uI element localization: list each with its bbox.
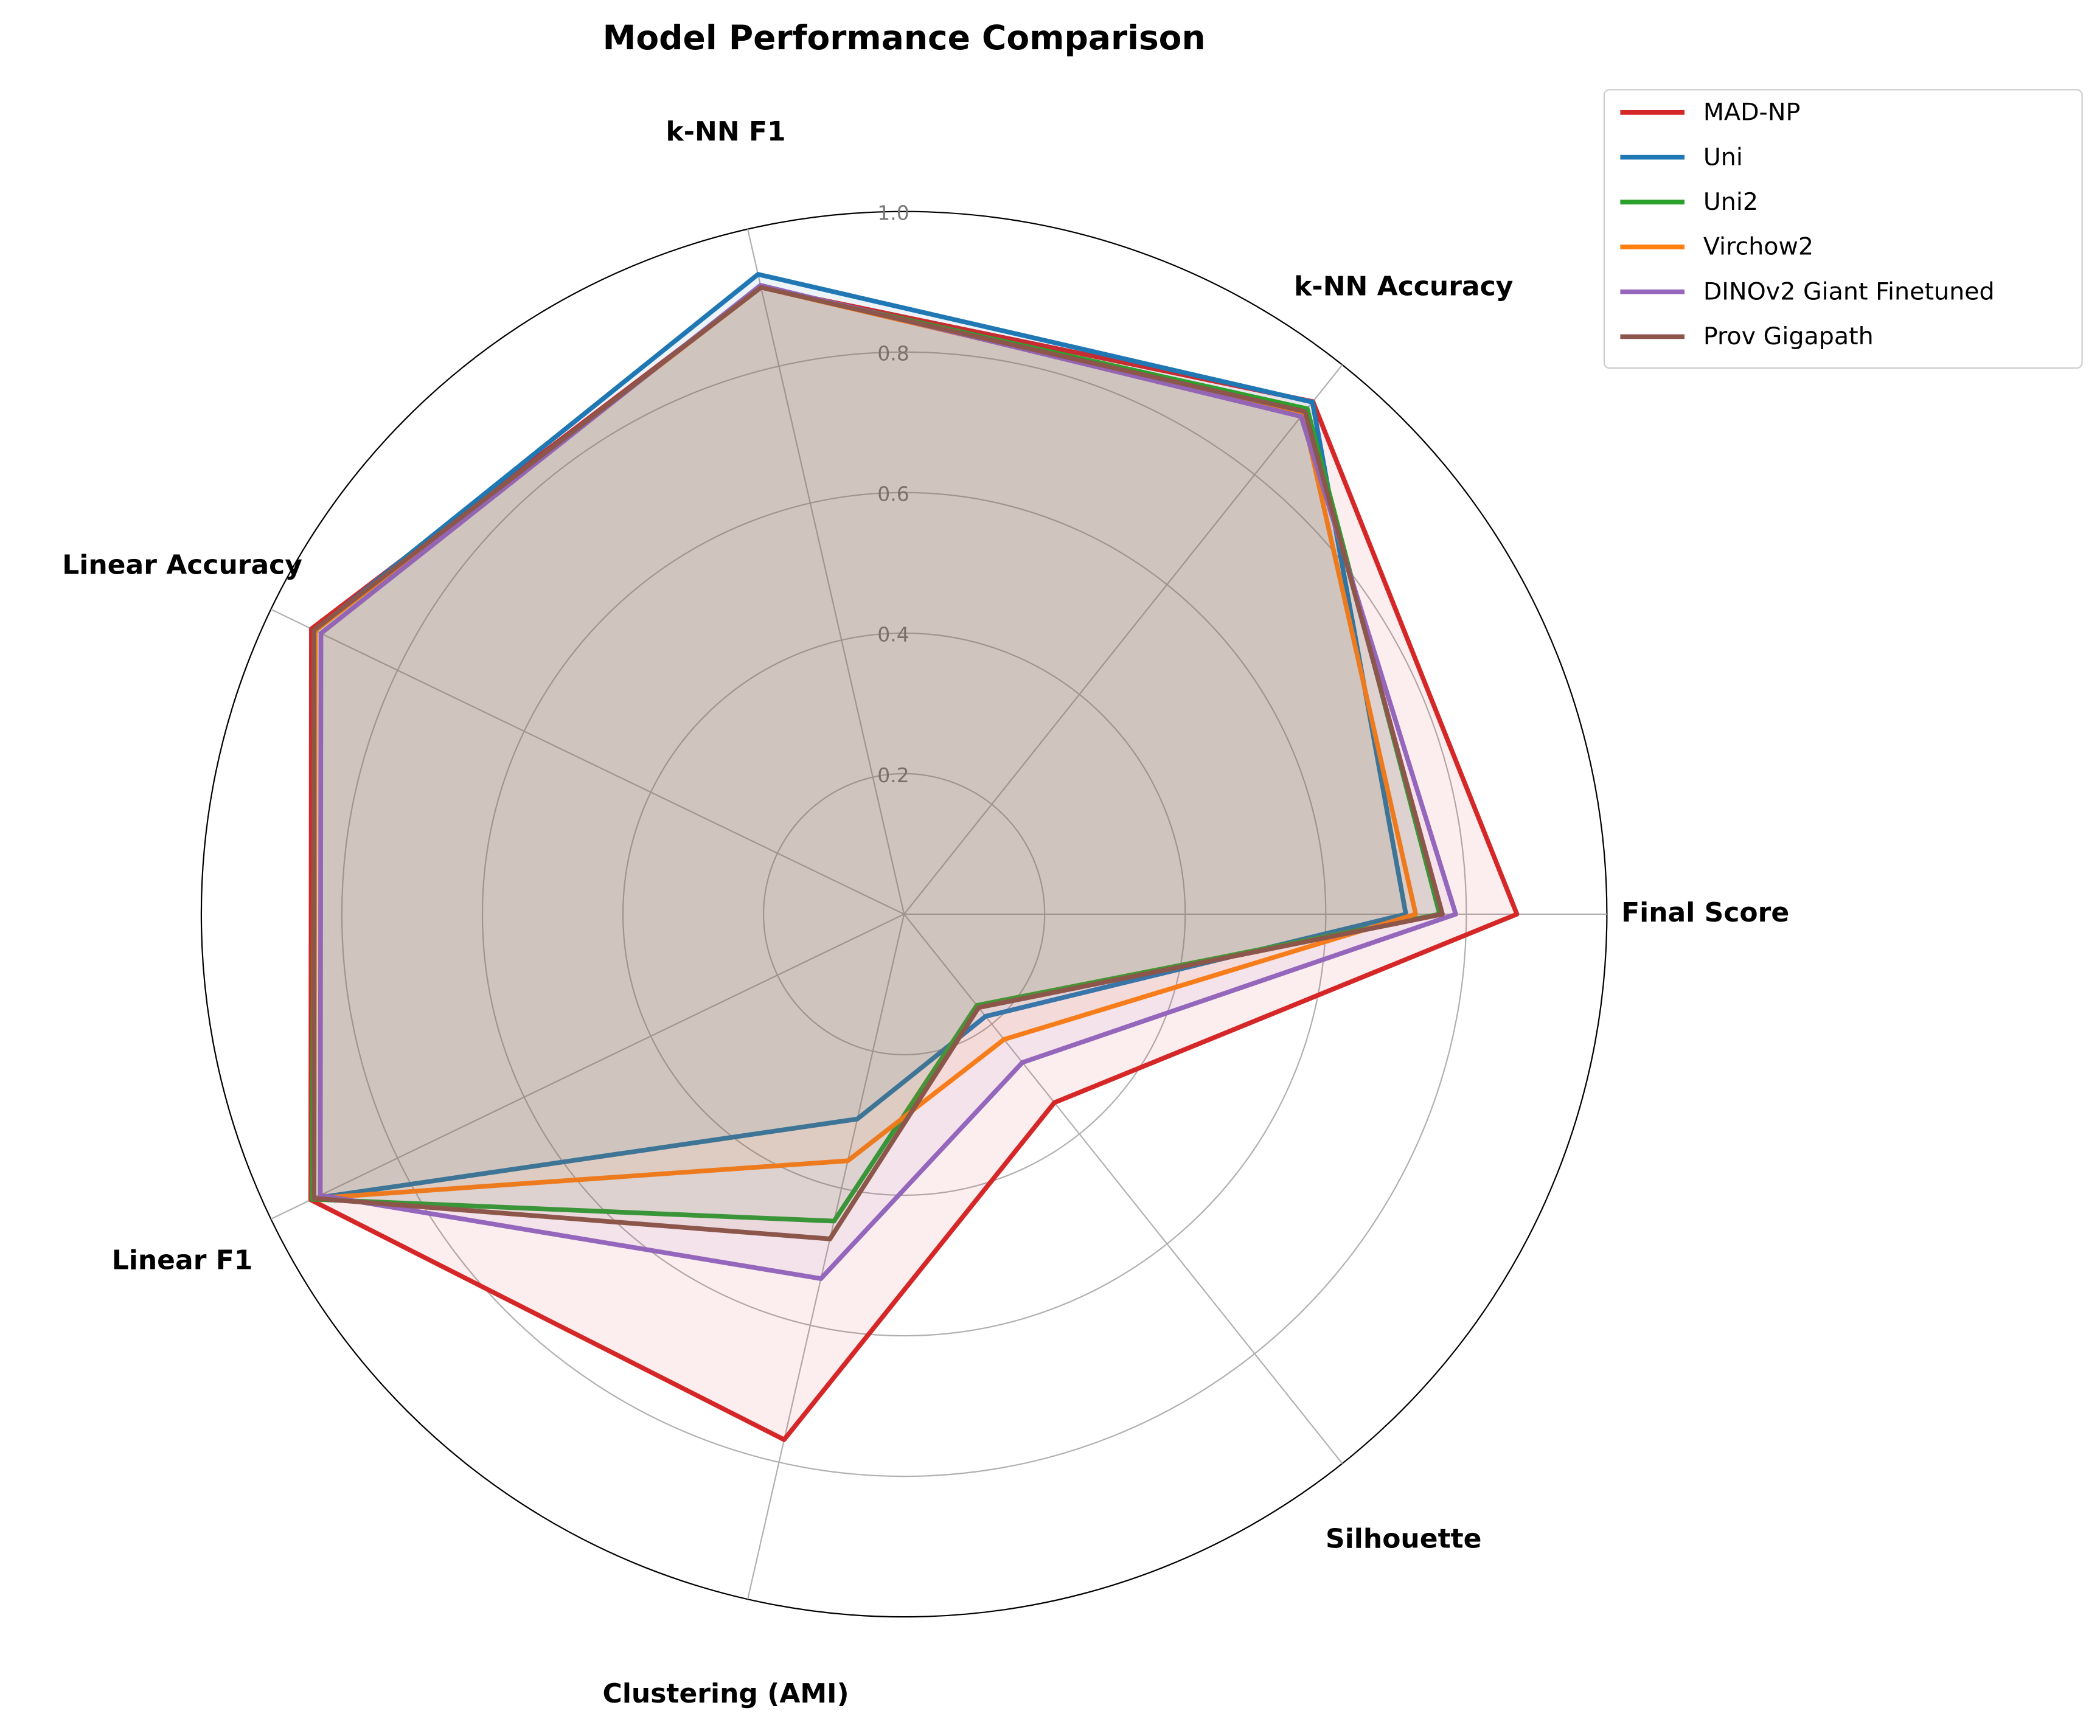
category-label: Linear F1 bbox=[112, 1245, 253, 1276]
r-tick-label: 0.8 bbox=[877, 342, 909, 366]
r-tick-label: 1.0 bbox=[877, 201, 909, 225]
category-label: k-NN F1 bbox=[666, 116, 786, 147]
spoke bbox=[903, 364, 1343, 915]
legend-box bbox=[1603, 89, 2083, 369]
legend-label: DINOv2 Giant Finetuned bbox=[1703, 277, 1995, 305]
series-area bbox=[318, 283, 1458, 1281]
category-label: Final Score bbox=[1621, 897, 1789, 928]
spoke bbox=[747, 229, 905, 915]
spoke bbox=[270, 913, 905, 1220]
legend-label: Prov Gigapath bbox=[1703, 322, 1874, 350]
legend-label: Uni2 bbox=[1703, 188, 1758, 216]
legend-label: Uni bbox=[1703, 143, 1743, 171]
spoke bbox=[270, 608, 905, 915]
category-label: Clustering (AMI) bbox=[603, 1678, 849, 1709]
legend-label: Virchow2 bbox=[1703, 233, 1813, 261]
r-tick-label: 0.6 bbox=[877, 482, 909, 506]
r-tick-label: 0.2 bbox=[877, 763, 909, 787]
chart-title: Model Performance Comparison bbox=[603, 18, 1206, 57]
category-label: k-NN Accuracy bbox=[1294, 271, 1513, 302]
spoke bbox=[747, 914, 905, 1600]
r-tick-label: 0.4 bbox=[877, 623, 909, 647]
series-area bbox=[311, 285, 1445, 1241]
legend-label: MAD-NP bbox=[1703, 99, 1801, 127]
category-label: Silhouette bbox=[1326, 1524, 1481, 1555]
category-label: Linear Accuracy bbox=[62, 550, 302, 581]
